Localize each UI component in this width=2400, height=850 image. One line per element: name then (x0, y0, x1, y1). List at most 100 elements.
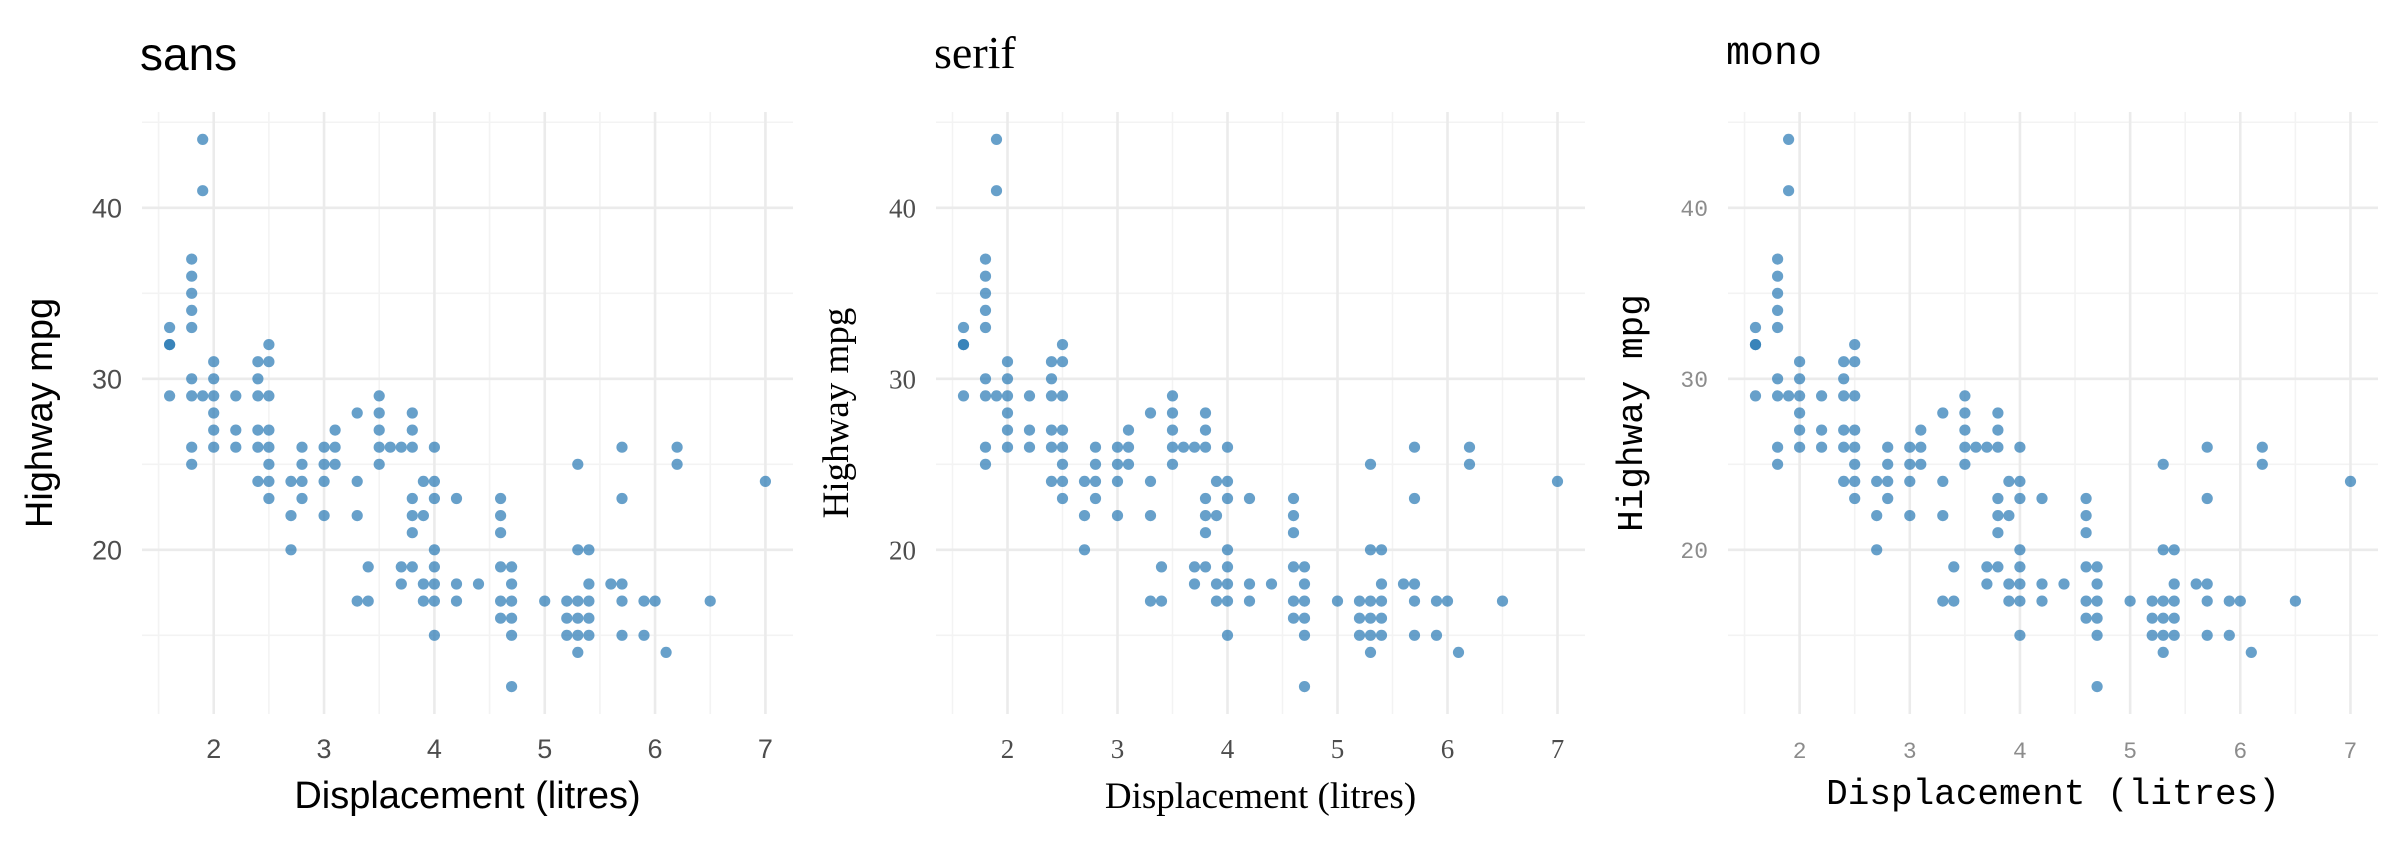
data-point (1199, 407, 1212, 419)
data-point (979, 321, 992, 334)
data-point (1551, 475, 1564, 487)
data-point (1992, 561, 2004, 573)
data-point (2014, 578, 2026, 590)
y-axis-label: Highway mpg (19, 298, 61, 528)
data-point (329, 424, 341, 436)
data-point (1408, 492, 1421, 505)
data-point (1111, 475, 1124, 487)
data-point (2157, 612, 2169, 624)
data-point (1144, 509, 1157, 522)
data-point (285, 475, 297, 487)
data-point (406, 527, 418, 539)
data-point (1287, 561, 1300, 573)
data-point (638, 595, 650, 607)
data-point (197, 185, 209, 197)
data-point (1056, 424, 1069, 436)
data-point (506, 595, 518, 607)
data-point (1937, 595, 1949, 607)
x-axis-label: Displacement (litres) (1105, 776, 1416, 817)
data-point (406, 561, 418, 573)
data-point (2168, 544, 2180, 556)
data-point (1056, 458, 1069, 470)
data-point (373, 458, 385, 470)
data-point (1915, 424, 1927, 436)
data-point (1375, 629, 1388, 641)
data-point (561, 612, 573, 624)
data-point (296, 458, 308, 470)
data-point (1056, 356, 1069, 368)
data-point (2003, 595, 2015, 607)
points-layer (957, 133, 1564, 693)
data-point (252, 441, 264, 453)
data-point (616, 441, 628, 453)
data-point (2003, 578, 2015, 590)
data-point (351, 475, 363, 487)
data-point (1783, 390, 1795, 402)
data-point (1452, 646, 1465, 659)
data-point (1904, 509, 1916, 522)
data-point (395, 441, 407, 453)
data-point (506, 561, 518, 573)
data-point (186, 390, 198, 402)
data-point (1981, 561, 1993, 573)
data-point (417, 475, 429, 487)
data-point (1001, 390, 1014, 402)
data-point (1122, 458, 1135, 470)
data-point (759, 475, 772, 487)
data-point (1849, 424, 1861, 436)
data-point (252, 424, 264, 436)
data-point (1364, 458, 1377, 470)
y-tick-labels: 20 30 40 (889, 193, 916, 565)
data-point (1441, 595, 1454, 607)
data-point (417, 578, 429, 590)
data-point (2201, 492, 2213, 505)
data-point (428, 561, 440, 573)
data-point (649, 595, 661, 607)
data-point (197, 390, 209, 402)
data-point (263, 475, 275, 487)
data-point (1463, 458, 1476, 470)
data-point (539, 595, 551, 607)
data-point (1001, 424, 1014, 436)
data-point (1166, 424, 1179, 436)
data-point (2014, 492, 2026, 505)
data-point (1959, 390, 1971, 402)
data-point (296, 475, 308, 487)
y-tick-label: 30 (1680, 368, 1708, 394)
data-point (2091, 595, 2103, 607)
data-point (704, 595, 716, 607)
data-point (252, 475, 264, 487)
data-point (660, 646, 672, 659)
panel-sans: sans 2 3 4 5 6 7 20 30 40 Displacement (litres)… (19, 28, 793, 817)
data-point (979, 270, 992, 282)
data-point (1199, 527, 1212, 539)
data-point (2201, 441, 2213, 453)
data-point (1353, 612, 1366, 624)
data-point (373, 424, 385, 436)
data-point (2157, 458, 2169, 470)
data-point (2080, 509, 2092, 522)
data-point (506, 681, 518, 693)
data-point (285, 509, 297, 522)
x-tick-label: 4 (1221, 734, 1235, 764)
gridlines (1728, 112, 2378, 714)
data-point (263, 390, 275, 402)
data-point (1298, 629, 1311, 641)
y-tick-label: 40 (92, 193, 122, 223)
data-point (362, 595, 374, 607)
data-point (1199, 561, 1212, 573)
data-point (1794, 373, 1806, 385)
data-point (495, 612, 507, 624)
data-point (428, 475, 440, 487)
data-point (1364, 629, 1377, 641)
data-point (395, 561, 407, 573)
data-point (2014, 595, 2026, 607)
data-point (1166, 390, 1179, 402)
data-point (2190, 578, 2202, 590)
data-point (1959, 458, 1971, 470)
y-tick-label: 30 (889, 365, 916, 395)
data-point (1331, 595, 1344, 607)
panel-mono: mono 2 3 4 5 6 7 20 30 40 Displacement (litres)… (1612, 32, 2378, 815)
data-point (252, 356, 264, 368)
data-point (1838, 424, 1850, 436)
